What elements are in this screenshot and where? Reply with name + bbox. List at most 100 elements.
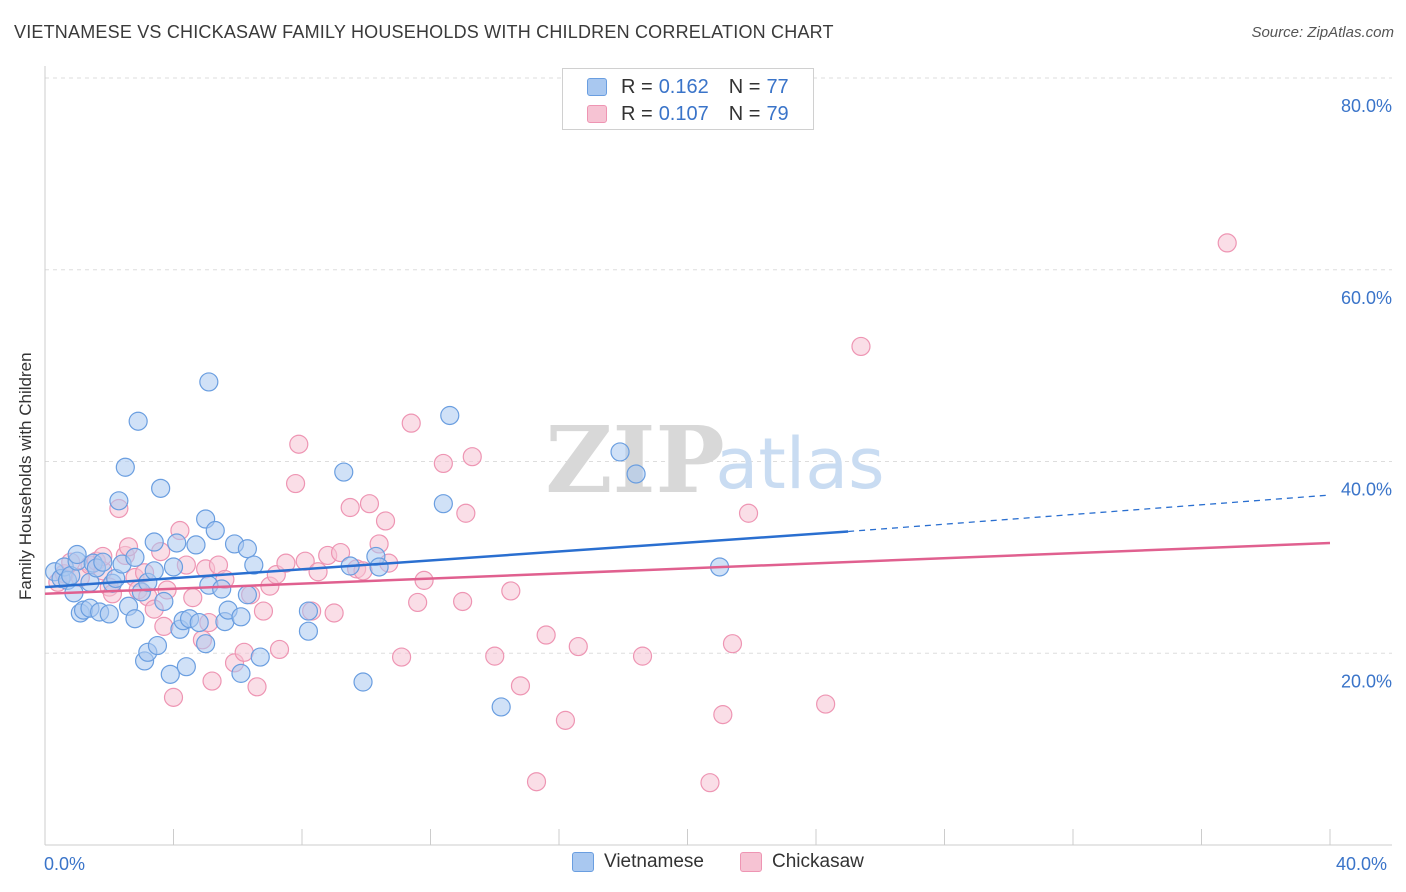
chickasaw-point [253,601,274,621]
chickasaw-point [276,553,296,573]
chickasaw-point [414,570,434,590]
x-tick-label-min: 0.0% [44,854,85,874]
correlation-legend: R = 0.162 N = 77 R = 0.107 N = 79 [562,68,814,130]
chickasaw-point [359,494,380,514]
bottom-legend-label-chickasaw: Chickasaw [772,851,864,872]
chickasaw-point [375,511,396,531]
vietnamese-point [491,697,511,717]
chickasaw-point [485,646,505,666]
y-tick-label: 20.0% [1341,671,1392,691]
chickasaw-point [501,581,521,601]
vietnamese-point [626,464,646,484]
vietnamese-point [163,557,184,577]
vietnamese-trend-extension [848,494,1331,533]
chickasaw-point [308,562,328,582]
chickasaw-point [324,603,344,623]
y-tick-label: 40.0% [1341,480,1392,500]
vietnamese-point [334,462,354,482]
legend-row-vietnamese: R = 0.162 N = 77 [587,75,789,99]
vietnamese-point [244,555,264,575]
chickasaw-point [330,542,351,563]
vietnamese-point [250,647,270,667]
vietnamese-point [125,609,145,629]
chickasaw-point [202,671,222,691]
vietnamese-point [186,535,206,555]
vietnamese-point [237,585,257,605]
points-layer [45,233,1237,793]
chickasaw-point [269,639,290,660]
vietnamese-point [440,405,460,426]
chart-title: VIETNAMESE VS CHICKASAW FAMILY HOUSEHOLD… [14,22,834,42]
y-tick-label: 60.0% [1341,288,1392,308]
bottom-legend-swatch-vietnamese [572,852,594,872]
vietnamese-point [199,372,219,392]
vietnamese-point [147,635,168,656]
bottom-legend-vietnamese: Vietnamese [572,851,704,873]
vietnamese-point [196,634,216,654]
vietnamese-point [160,664,180,684]
legend-row-chickasaw: R = 0.107 N = 79 [587,102,789,126]
vietnamese-point [298,621,319,641]
vietnamese-point [151,478,171,498]
chickasaw-point [816,694,836,714]
vietnamese-point [433,494,453,514]
x-tick-label-max: 40.0% [1336,854,1387,874]
chickasaw-point [408,592,428,613]
vietnamese-point [144,561,164,581]
bottom-legend-chickasaw: Chickasaw [740,851,864,873]
vietnamese-point [67,544,87,565]
axis-layer [44,66,1392,846]
vietnamese-point [189,612,209,633]
vietnamese-point [212,579,232,599]
chickasaw-point [713,705,733,725]
chickasaw-point [738,503,759,523]
vietnamese-point [237,539,257,559]
chickasaw-point [163,687,184,707]
chickasaw-point [391,647,412,667]
chickasaw-point [555,710,576,730]
vietnamese-point [125,547,145,567]
vietnamese-point [610,442,630,462]
legend-r-label: R = [621,102,653,125]
chickasaw-trend-line [44,541,1331,596]
legend-n-value: 77 [766,75,789,98]
chickasaw-point [510,676,531,696]
chickasaw-point [247,677,267,697]
chickasaw-point [632,646,653,666]
chickasaw-point [851,336,871,357]
chickasaw-point [285,473,306,494]
chickasaw-point [568,636,588,657]
chickasaw-point [526,772,547,792]
legend-swatch-chickasaw [587,105,607,123]
chickasaw-point [289,434,309,454]
vietnamese-point [115,457,135,477]
chickasaw-point [462,447,482,467]
vietnamese-point [231,663,251,683]
y-tick-label: 80.0% [1341,96,1392,116]
legend-r-label: R = [621,75,653,98]
vietnamese-point [93,552,113,572]
chickasaw-point [722,634,743,654]
vietnamese-point [353,672,373,692]
vietnamese-point [154,591,174,612]
legend-n-label: N = [728,102,761,125]
source-label: Source: ZipAtlas.com [1251,24,1394,41]
watermark: ZIP atlas [545,406,884,514]
chickasaw-point [183,588,203,608]
chickasaw-point [536,625,556,645]
chickasaw-point [340,497,360,518]
legend-n-value: 79 [766,102,789,125]
vietnamese-point [231,607,251,627]
chickasaw-point [1217,233,1237,253]
vietnamese-point [99,604,119,624]
vietnamese-point [369,557,389,577]
chickasaw-point [401,413,421,433]
chickasaw-point [453,591,473,612]
vietnamese-point [167,533,187,553]
tick-layer: 0.0% 40.0% 20.0% 40.0% 60.0% 80.0% [44,96,1392,874]
watermark-zip: ZIP [545,406,724,514]
bottom-legend-swatch-chickasaw [740,852,762,872]
bottom-legend-label-vietnamese: Vietnamese [604,851,704,872]
legend-swatch-vietnamese [587,78,607,96]
